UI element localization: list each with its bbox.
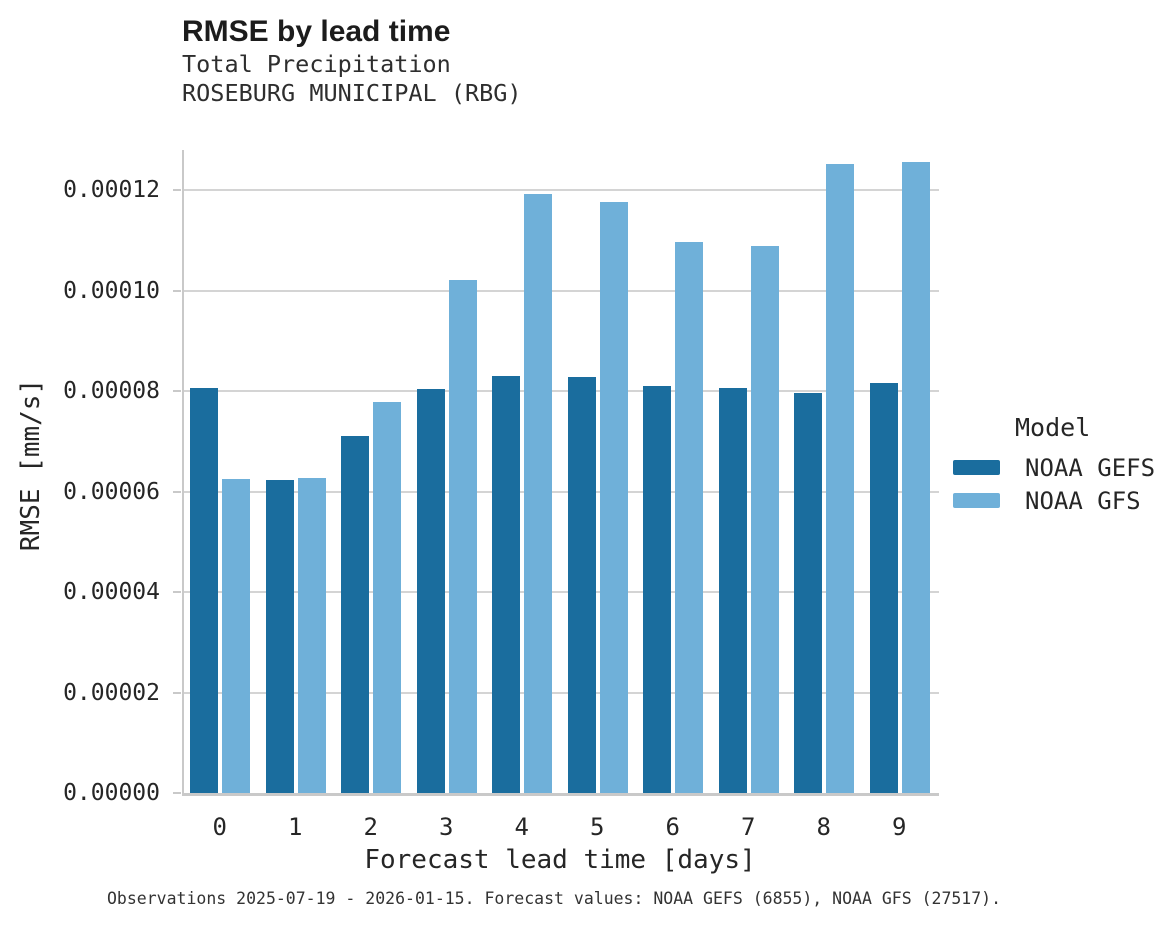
bar-noaa-gefs-lead-6 [643, 385, 671, 793]
y-tick-label: 0.00000 [63, 780, 160, 806]
bar-noaa-gfs-lead-7 [750, 246, 779, 793]
y-tick-mark [173, 490, 181, 493]
x-axis-label: Forecast lead time [days] [364, 845, 756, 875]
y-tick-mark [173, 289, 181, 292]
x-tick-label-7: 7 [741, 813, 756, 841]
bar-noaa-gefs-lead-8 [794, 392, 822, 793]
gridline-0.00004 [184, 591, 939, 594]
legend-swatch-icon [953, 493, 1000, 508]
y-tick-mark [173, 691, 181, 694]
bar-noaa-gefs-lead-1 [265, 480, 294, 793]
legend-items: NOAA GEFS NOAA GFS [953, 451, 1155, 517]
bar-noaa-gefs-lead-5 [567, 377, 596, 793]
plot-area [182, 150, 939, 796]
bar-noaa-gfs-lead-8 [826, 163, 854, 793]
x-tick-label-5: 5 [590, 813, 605, 841]
x-tick-label-3: 3 [439, 813, 454, 841]
y-tick-label: 0.00010 [63, 277, 160, 304]
legend-item-noaa-gefs: NOAA GEFS [953, 451, 1155, 484]
x-tick-label-9: 9 [892, 813, 907, 841]
y-axis-label: RMSE [mm/s] [16, 378, 46, 552]
y-tick-mark [173, 591, 181, 594]
bar-noaa-gfs-lead-2 [373, 402, 401, 793]
gridline-0.00008 [184, 390, 939, 393]
gridline-0.00002 [184, 691, 939, 694]
subtitle-station: ROSEBURG MUNICIPAL (RBG) [182, 79, 522, 107]
bar-noaa-gfs-lead-4 [524, 194, 552, 793]
x-tick-label-2: 2 [363, 813, 378, 841]
legend-item-noaa-gfs: NOAA GFS [953, 484, 1155, 517]
x-tick-label-0: 0 [212, 813, 227, 841]
bar-noaa-gefs-lead-3 [416, 389, 445, 793]
chart-subtitle: Total Precipitation ROSEBURG MUNICIPAL (… [182, 50, 522, 108]
gridline-0.00006 [184, 490, 939, 493]
bar-noaa-gfs-lead-3 [448, 279, 477, 793]
subtitle-variable: Total Precipitation [182, 50, 451, 78]
bar-noaa-gfs-lead-9 [901, 162, 930, 793]
x-tick-label-4: 4 [514, 813, 529, 841]
chart-title: RMSE by lead time [182, 15, 451, 48]
bar-noaa-gefs-lead-2 [341, 436, 369, 793]
bar-noaa-gfs-lead-6 [675, 242, 703, 793]
x-tick-label-6: 6 [665, 813, 680, 841]
legend: Model NOAA GEFS NOAA GFS [953, 413, 1155, 517]
legend-label: NOAA GEFS [1025, 453, 1156, 482]
legend-swatch-icon [953, 460, 1000, 475]
gridline-0.00012 [184, 189, 939, 192]
x-tick-label-8: 8 [816, 813, 831, 841]
y-tick-label: 0.00006 [63, 478, 160, 505]
legend-label: NOAA GFS [1025, 486, 1141, 515]
bar-noaa-gefs-lead-0 [190, 388, 218, 793]
y-tick-mark [173, 792, 181, 794]
bar-noaa-gfs-lead-0 [222, 479, 250, 793]
legend-title: Model [1015, 413, 1091, 442]
y-tick-label: 0.00002 [63, 679, 160, 706]
y-tick-mark [173, 189, 181, 192]
bar-noaa-gefs-lead-7 [718, 388, 747, 793]
bar-noaa-gefs-lead-4 [492, 375, 520, 793]
bar-noaa-gfs-lead-5 [599, 201, 628, 793]
x-tick-label-1: 1 [288, 813, 303, 841]
y-tick-label: 0.00012 [63, 177, 160, 204]
footer-note: Observations 2025-07-19 - 2026-01-15. Fo… [107, 889, 1002, 908]
gridline-0.00010 [184, 289, 939, 292]
bar-noaa-gefs-lead-9 [869, 382, 898, 793]
y-tick-mark [173, 390, 181, 393]
bar-noaa-gfs-lead-1 [297, 478, 326, 793]
y-tick-label: 0.00004 [63, 579, 160, 606]
y-tick-label: 0.00008 [63, 378, 160, 405]
